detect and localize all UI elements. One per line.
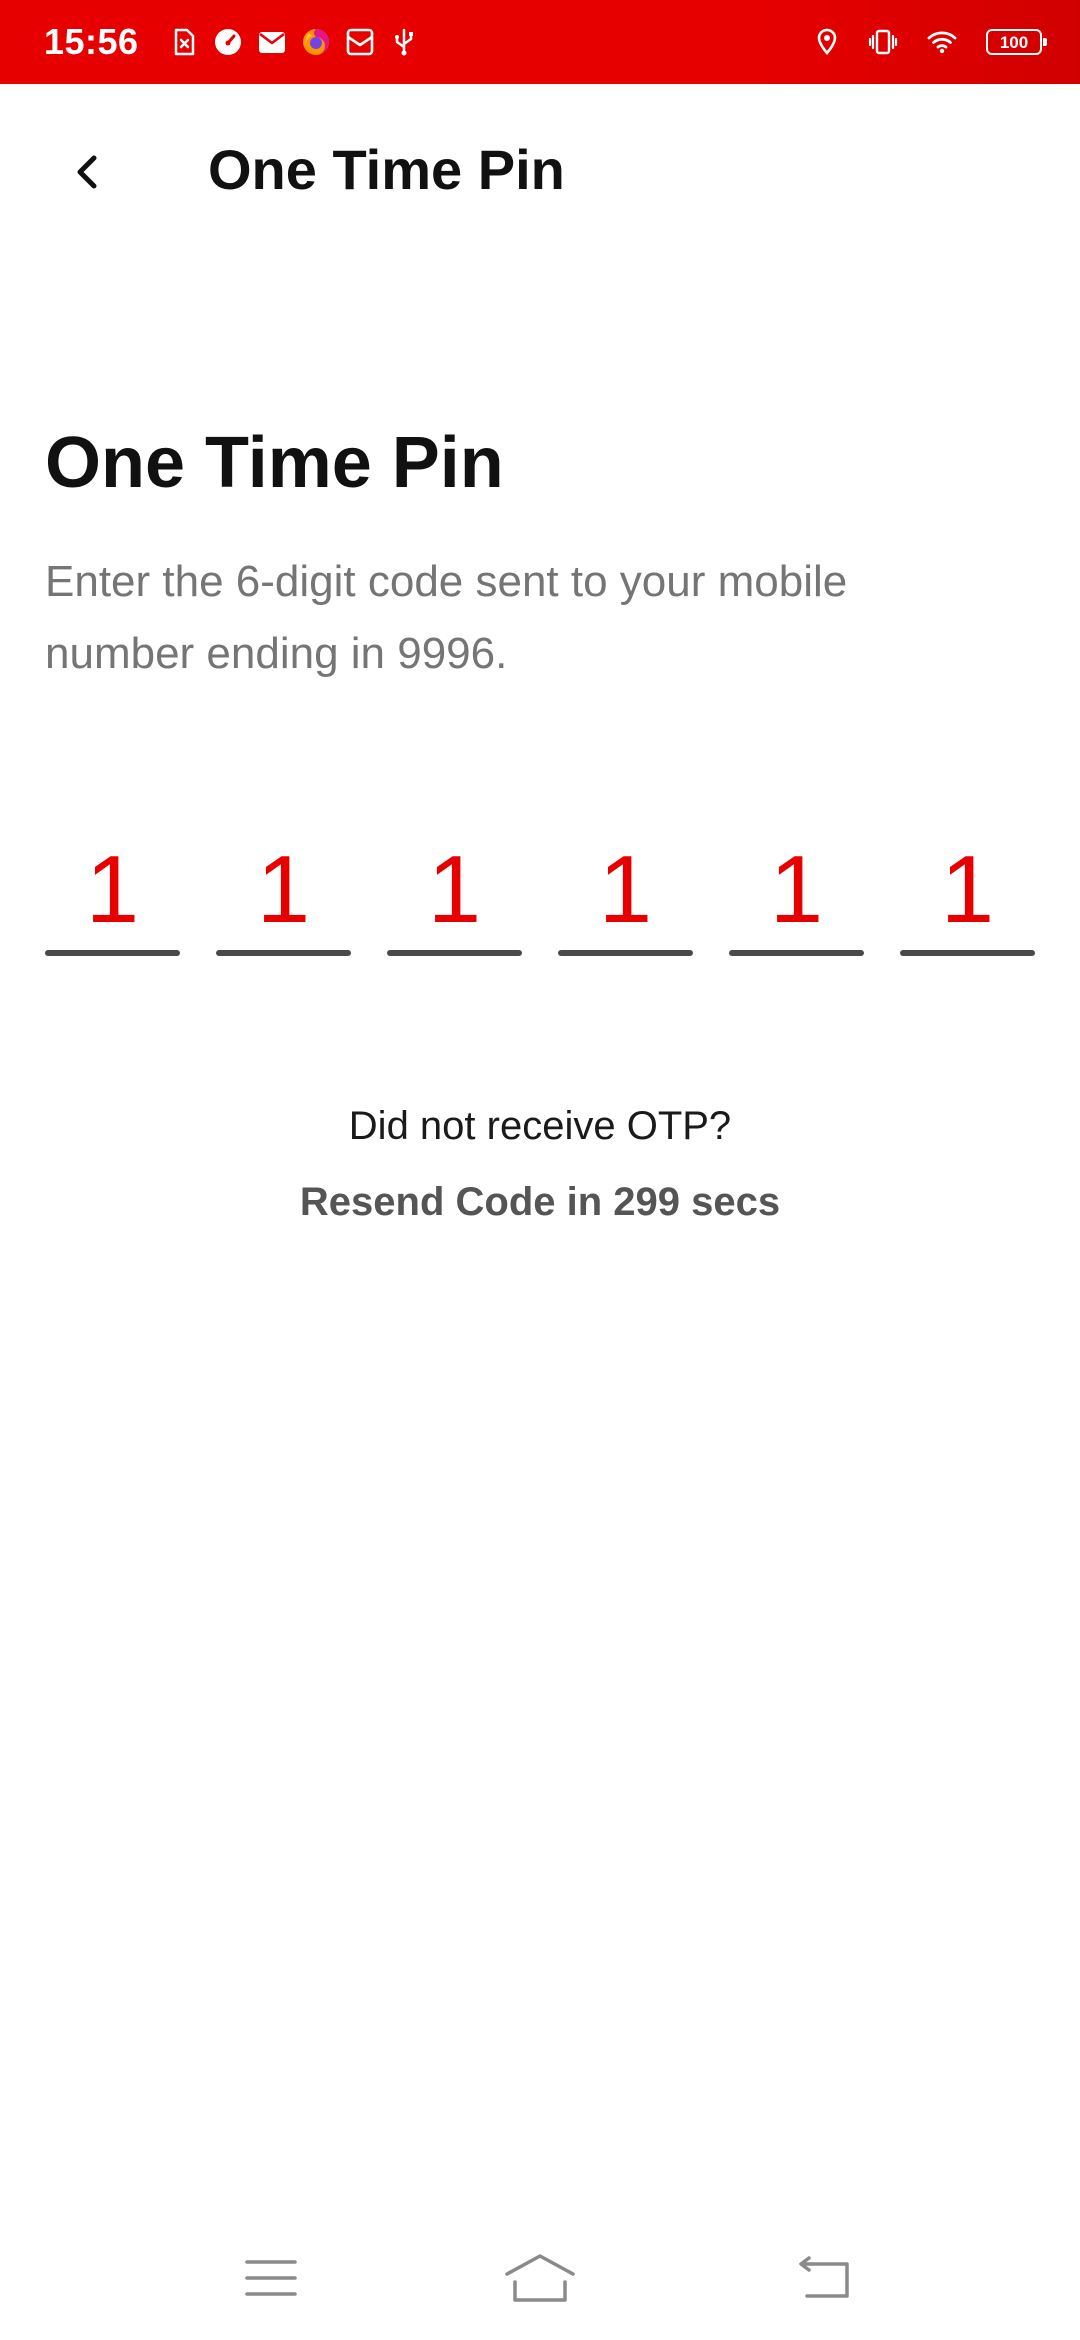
app-bar-title: One Time Pin (208, 138, 565, 201)
chevron-left-icon (77, 155, 97, 189)
location-icon (817, 28, 837, 55)
otp-digit-value: 1 (598, 836, 653, 943)
status-bar: 15:56 (0, 0, 1080, 84)
menu-icon (245, 2260, 297, 2296)
otp-underline (45, 950, 180, 956)
nav-home-button[interactable] (495, 2238, 585, 2318)
otp-digit-field-2[interactable]: 1 (216, 830, 351, 960)
otp-digit-field-1[interactable]: 1 (45, 830, 180, 960)
page-subtitle: Enter the 6-digit code sent to your mobi… (45, 557, 848, 678)
inbox-icon (346, 28, 373, 56)
status-bar-right: 100 (812, 0, 1047, 84)
otp-input-group: 1 1 1 1 1 1 (45, 830, 1035, 960)
otp-digit-value: 1 (256, 836, 311, 943)
battery-icon: 100 (986, 29, 1047, 55)
status-time: 15:56 (44, 21, 139, 62)
otp-underline (216, 950, 351, 956)
resend-question: Did not receive OTP? (348, 1104, 732, 1148)
back-icon (799, 2256, 849, 2298)
sim-error-icon (174, 28, 194, 56)
system-nav-bar (0, 2220, 1080, 2340)
otp-underline (387, 950, 522, 956)
vibrate-icon (868, 29, 898, 55)
nav-menu-button[interactable] (226, 2238, 316, 2318)
page-heading: One Time Pin (45, 423, 504, 503)
otp-digit-value: 1 (769, 836, 824, 943)
otp-underline (900, 950, 1035, 956)
otp-digit-value: 1 (85, 836, 140, 943)
mail-icon (258, 32, 285, 53)
back-button[interactable] (52, 136, 124, 208)
otp-digit-field-5[interactable]: 1 (729, 830, 864, 960)
app-bar: One Time Pin (0, 84, 1080, 256)
otp-digit-field-3[interactable]: 1 (387, 830, 522, 960)
home-icon (505, 2254, 575, 2302)
otp-digit-field-6[interactable]: 1 (900, 830, 1035, 960)
resend-code-timer[interactable]: Resend Code in 299 secs (299, 1180, 781, 1224)
battery-level: 100 (999, 32, 1029, 52)
status-bar-left: 15:56 (44, 0, 419, 84)
otp-underline (729, 950, 864, 956)
wifi-icon (927, 31, 957, 54)
speedometer-icon (214, 29, 241, 55)
nav-back-button[interactable] (780, 2238, 870, 2318)
otp-digit-value: 1 (427, 836, 482, 943)
otp-digit-value: 1 (940, 836, 995, 943)
usb-icon (394, 28, 413, 56)
otp-digit-field-4[interactable]: 1 (558, 830, 693, 960)
otp-underline (558, 950, 693, 956)
firefox-icon (302, 29, 329, 55)
